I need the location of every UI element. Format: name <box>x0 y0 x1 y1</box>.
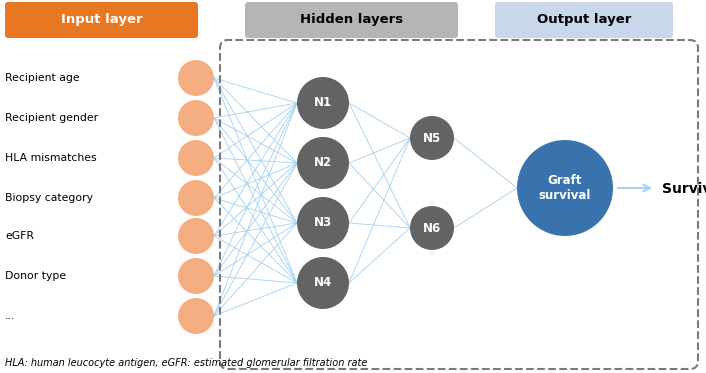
Text: Output layer: Output layer <box>537 13 631 26</box>
Ellipse shape <box>178 140 214 176</box>
Ellipse shape <box>297 137 349 189</box>
FancyBboxPatch shape <box>5 2 198 38</box>
Ellipse shape <box>410 116 454 160</box>
FancyBboxPatch shape <box>245 2 458 38</box>
Ellipse shape <box>297 197 349 249</box>
Text: N3: N3 <box>314 216 332 229</box>
Text: N4: N4 <box>314 276 332 289</box>
Text: Input layer: Input layer <box>61 13 143 26</box>
Text: Hidden layers: Hidden layers <box>300 13 403 26</box>
Ellipse shape <box>178 100 214 136</box>
Text: Biopsy category: Biopsy category <box>5 193 93 203</box>
Text: N2: N2 <box>314 157 332 169</box>
Text: Graft
survival: Graft survival <box>539 174 591 202</box>
Ellipse shape <box>178 258 214 294</box>
FancyBboxPatch shape <box>495 2 673 38</box>
Text: Survive / Fail: Survive / Fail <box>662 181 706 195</box>
Ellipse shape <box>178 218 214 254</box>
Text: eGFR: eGFR <box>5 231 34 241</box>
Ellipse shape <box>178 180 214 216</box>
Text: N5: N5 <box>423 132 441 144</box>
Text: N1: N1 <box>314 97 332 110</box>
Ellipse shape <box>517 140 613 236</box>
Text: ...: ... <box>5 311 15 321</box>
Text: HLA: human leucocyte antigen, eGFR: estimated glomerular filtration rate: HLA: human leucocyte antigen, eGFR: esti… <box>5 358 367 368</box>
Text: Recipient gender: Recipient gender <box>5 113 98 123</box>
Ellipse shape <box>178 298 214 334</box>
Text: Recipient age: Recipient age <box>5 73 80 83</box>
Ellipse shape <box>410 206 454 250</box>
Ellipse shape <box>297 257 349 309</box>
Text: Donor type: Donor type <box>5 271 66 281</box>
Text: HLA mismatches: HLA mismatches <box>5 153 97 163</box>
Ellipse shape <box>178 60 214 96</box>
Ellipse shape <box>297 77 349 129</box>
Text: N6: N6 <box>423 222 441 235</box>
